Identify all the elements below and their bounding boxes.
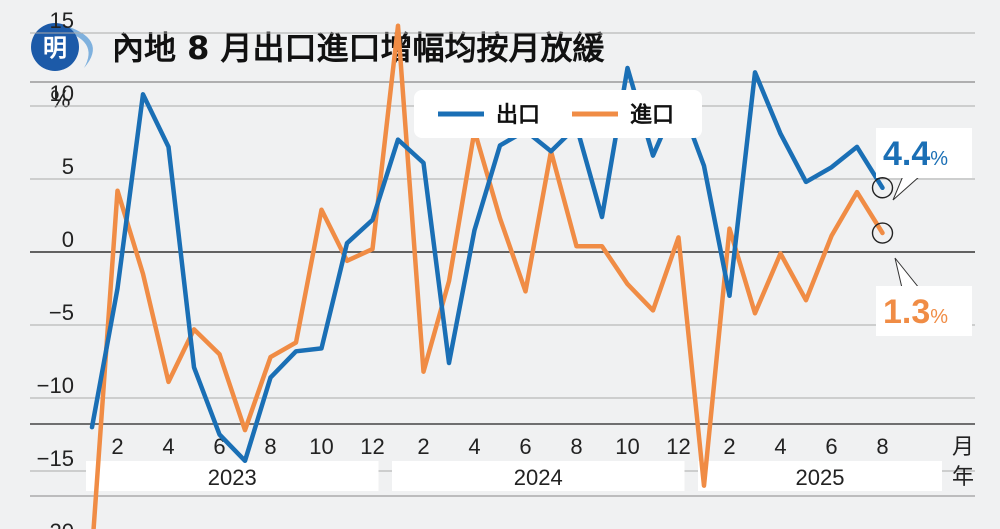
x-tick-label: 8 bbox=[264, 434, 276, 459]
x-tick-label: 4 bbox=[162, 434, 174, 459]
x-tick-label: 2 bbox=[417, 434, 429, 459]
year-label: 2025 bbox=[796, 465, 845, 490]
legend-label-import: 進口 bbox=[630, 103, 674, 128]
y-tick-label: −10 bbox=[37, 373, 74, 398]
y-tick-label: 15 bbox=[50, 8, 74, 33]
logo-swoosh bbox=[60, 24, 93, 68]
callout-import-ring bbox=[871, 222, 894, 244]
series-line-export bbox=[89, 65, 885, 464]
year-label: 2023 bbox=[208, 465, 257, 490]
callout-export: 4.4% bbox=[876, 128, 972, 201]
callout-export-ring bbox=[871, 177, 894, 199]
x-tick-label: 2 bbox=[111, 434, 123, 459]
callout-export-box bbox=[876, 128, 972, 178]
legend-label-export: 出口 bbox=[496, 103, 540, 128]
callout-import-unit: % bbox=[930, 306, 948, 328]
y-tick-labels: 15 10 5 0 −5 −10 −15 −20 bbox=[37, 8, 74, 529]
x-tick-label: 4 bbox=[468, 434, 480, 459]
y-tick-label: 5 bbox=[62, 154, 74, 179]
year-bands: 2023 2024 2025 bbox=[30, 461, 975, 497]
x-tick-label: 10 bbox=[309, 434, 333, 459]
year-band bbox=[698, 461, 942, 491]
callout-import-pointer bbox=[894, 257, 921, 289]
y-tick-label: −15 bbox=[37, 446, 74, 471]
x-tick-label: 6 bbox=[825, 434, 837, 459]
y-tick-label: 0 bbox=[62, 227, 74, 252]
y-axis-unit: % bbox=[50, 88, 71, 113]
x-tick-label: 8 bbox=[570, 434, 582, 459]
callout-export-value: 4.4 bbox=[883, 135, 930, 173]
callout-import-box bbox=[876, 286, 972, 336]
year-label: 2024 bbox=[514, 465, 563, 490]
legend-box bbox=[414, 90, 702, 138]
logo-circle bbox=[31, 23, 79, 71]
callout-import: 1.3% bbox=[876, 257, 972, 336]
year-band bbox=[392, 461, 685, 491]
year-band bbox=[86, 461, 379, 491]
x-tick-labels: 2 4 6 8 10 12 2 4 6 8 10 12 2 4 6 8 bbox=[111, 434, 888, 459]
callout-import-text: 1.3% bbox=[883, 293, 948, 331]
y-tick-label: 10 bbox=[50, 81, 74, 106]
x-tick-label: 8 bbox=[876, 434, 888, 459]
x-tick-label: 10 bbox=[615, 434, 639, 459]
page-title: 內地 8 月出口進口增幅均按月放緩 bbox=[112, 29, 606, 67]
logo-char: 明 bbox=[43, 34, 67, 62]
legend: 出口 進口 bbox=[414, 90, 702, 138]
series-lines bbox=[89, 23, 885, 529]
callout-import-value: 1.3 bbox=[883, 293, 930, 331]
x-tick-label: 12 bbox=[666, 434, 690, 459]
callout-export-pointer bbox=[892, 175, 922, 201]
x-axis-year-unit: 年 bbox=[952, 465, 974, 490]
callout-export-unit: % bbox=[930, 148, 948, 170]
callout-export-text: 4.4% bbox=[883, 135, 948, 173]
y-tick-label: −20 bbox=[37, 519, 74, 529]
header: 明 內地 8 月出口進口增幅均按月放緩 bbox=[31, 23, 606, 71]
x-tick-label: 4 bbox=[774, 434, 786, 459]
x-axis-month-unit: 月 bbox=[952, 435, 974, 460]
series-line-import bbox=[91, 23, 885, 529]
y-tick-label: −5 bbox=[49, 300, 74, 325]
x-tick-label: 2 bbox=[723, 434, 735, 459]
x-tick-label: 12 bbox=[360, 434, 384, 459]
x-tick-label: 6 bbox=[519, 434, 531, 459]
